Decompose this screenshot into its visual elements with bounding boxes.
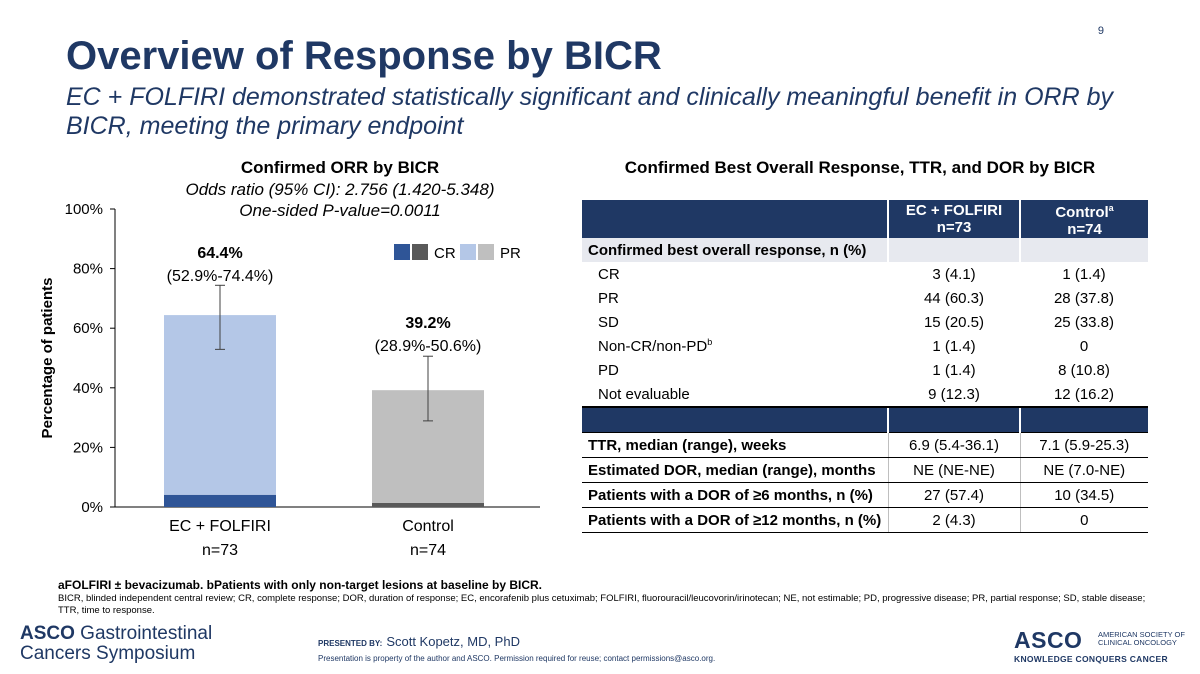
y-tick-label: 40%: [73, 380, 103, 397]
total-label: 39.2%: [405, 315, 450, 332]
ec-folfiri-value: 15 (20.5): [923, 313, 985, 331]
slide-title: Overview of Response by BICR: [66, 34, 662, 78]
table-row: PD 1 (1.4) 8 (10.8): [582, 358, 1148, 382]
table-row: TTR, median (range), weeks 6.9 (5.4-36.1)…: [582, 432, 1148, 458]
y-axis-title: Percentage of patients: [39, 278, 56, 439]
ec-folfiri-value: NE (NE-NE): [887, 457, 1020, 483]
ci-label: (28.9%-50.6%): [375, 338, 482, 355]
ec-folfiri-value: 27 (57.4): [887, 482, 1020, 508]
row-label: Patients with a DOR of ≥12 months, n (%): [582, 507, 888, 533]
control-value: 28 (37.8): [1053, 289, 1115, 307]
response-table: EC + FOLFIRI n=73 Controla n=74 Confirmed …: [582, 200, 1148, 533]
legend-label-cr: CR: [434, 245, 456, 262]
table-row: CR 3 (4.1) 1 (1.4): [582, 262, 1148, 286]
footnote-primary: aFOLFIRI ± bevacizumab. bPatients with o…: [58, 578, 543, 592]
control-value: 8 (10.8): [1058, 361, 1110, 379]
permission-notice: Presentation is property of the author a…: [318, 654, 716, 663]
presenter: PRESENTED BY: Scott Kopetz, MD, PhD: [318, 634, 520, 649]
control-value: NE (7.0-NE): [1019, 457, 1148, 483]
section-row-best-response: Confirmed best overall response, n (%): [582, 238, 1148, 262]
table-title: Confirmed Best Overall Response, TTR, an…: [624, 158, 1096, 177]
orr-chart: 0% 20% 40% 60% 80% 100% Percentage of patients…: [39, 201, 540, 559]
row-label: Patients with a DOR of ≥6 months, n (%): [582, 482, 888, 508]
row-label: SD: [598, 313, 619, 331]
slide-number: 9: [1097, 25, 1104, 37]
header-blank: [582, 200, 888, 238]
row-label: Non-CR/non-PDb: [598, 337, 713, 355]
control-value: 0: [1079, 337, 1089, 355]
row-label: PD: [598, 361, 619, 379]
control-value: 25 (33.8): [1053, 313, 1115, 331]
bar-cr-control: [372, 502, 484, 507]
section-label: Confirmed best overall response, n (%): [582, 238, 888, 262]
y-tick-label: 20%: [73, 439, 103, 456]
legend-swatch-pr-ec: [460, 244, 476, 260]
row-label: PR: [598, 289, 619, 307]
row-label: TTR, median (range), weeks: [582, 432, 888, 458]
control-value: 1 (1.4): [1062, 265, 1106, 283]
total-label: 64.4%: [197, 245, 242, 262]
footnote-abbreviations: BICR, blinded independent central review…: [58, 593, 1146, 616]
control-value: 0: [1019, 507, 1148, 533]
table-row: Estimated DOR, median (range), months NE …: [582, 457, 1148, 483]
x-category-label: Control: [402, 518, 454, 535]
ec-folfiri-value: 44 (60.3): [923, 289, 985, 307]
table-row: PR 44 (60.3) 28 (37.8): [582, 286, 1148, 310]
chart-p-value: One-sided P-value=0.0011: [239, 201, 441, 220]
y-tick-label: 0%: [81, 499, 103, 516]
ec-folfiri-value: 1 (1.4): [932, 361, 976, 379]
control-value: 7.1 (5.9-25.3): [1019, 432, 1148, 458]
chart-title: Confirmed ORR by BICR: [240, 158, 440, 177]
header-control: Controla n=74: [1019, 200, 1148, 238]
y-tick-label: 80%: [73, 261, 103, 278]
table-divider-row: [582, 406, 1148, 433]
control-value: 12 (16.2): [1053, 385, 1115, 403]
header-ec-folfiri: EC + FOLFIRI n=73: [887, 200, 1020, 238]
slide-subtitle: EC + FOLFIRI demonstrated statistically …: [66, 83, 1113, 140]
ci-label: (52.9%-74.4%): [167, 268, 274, 285]
x-category-label: EC + FOLFIRI: [169, 518, 271, 535]
x-category-n: n=74: [410, 542, 446, 559]
row-label: CR: [598, 265, 620, 283]
table-header-row: EC + FOLFIRI n=73 Controla n=74: [582, 200, 1148, 238]
table-row: Patients with a DOR of ≥6 months, n (%) 2…: [582, 482, 1148, 508]
x-category-n: n=73: [202, 542, 238, 559]
chart-odds-ratio: Odds ratio (95% CI): 2.756 (1.420-5.348): [185, 180, 495, 199]
legend-swatch-pr-control: [478, 244, 494, 260]
asco-logo: ASCO AMERICAN SOCIETY OF CLINICAL ONCOLO…: [1014, 627, 1185, 664]
legend-swatch-cr-ec: [394, 244, 410, 260]
y-tick-label: 100%: [65, 201, 103, 218]
control-value: 10 (34.5): [1019, 482, 1148, 508]
row-label: Estimated DOR, median (range), months: [582, 457, 888, 483]
asco-gi-logo: ASCO Gastrointestinal Cancers Symposium: [20, 623, 213, 664]
table-row: SD 15 (20.5) 25 (33.8): [582, 310, 1148, 334]
table-row: Non-CR/non-PDb 1 (1.4) 0: [582, 334, 1148, 358]
table-row: Not evaluable 9 (12.3) 12 (16.2): [582, 382, 1148, 407]
ec-folfiri-value: 1 (1.4): [932, 337, 976, 355]
ec-folfiri-value: 2 (4.3): [887, 507, 1020, 533]
y-tick-label: 60%: [73, 320, 103, 337]
ec-folfiri-value: 9 (12.3): [928, 385, 980, 403]
ec-folfiri-value: 3 (4.1): [932, 265, 976, 283]
legend-label-pr: PR: [500, 245, 521, 262]
legend-swatch-cr-control: [412, 244, 428, 260]
ec-folfiri-value: 6.9 (5.4-36.1): [887, 432, 1020, 458]
row-label: Not evaluable: [598, 385, 690, 403]
table-row: Patients with a DOR of ≥12 months, n (%)…: [582, 507, 1148, 533]
bar-cr-ec-folfiri: [164, 494, 276, 507]
